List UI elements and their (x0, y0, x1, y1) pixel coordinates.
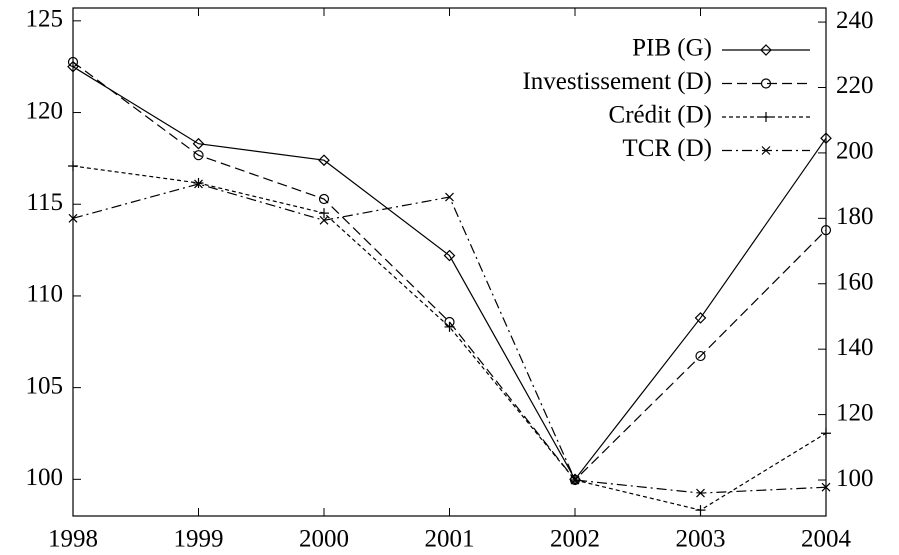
marker (695, 505, 706, 516)
legend-label: PIB (G) (632, 35, 712, 62)
marker (761, 112, 771, 122)
marker (68, 160, 78, 171)
y-tick-label: 120 (26, 97, 64, 124)
marker (67, 56, 79, 68)
marker (318, 154, 330, 167)
marker (694, 312, 707, 324)
y-tick-label: 105 (26, 372, 64, 399)
marker (821, 428, 831, 439)
marker (443, 249, 456, 262)
x-tick-label: 2001 (425, 526, 475, 553)
y2-tick-label: 140 (836, 334, 874, 361)
marker (820, 132, 832, 145)
marker (193, 178, 204, 189)
plot-frame (72, 7, 827, 517)
y-tick-label: 125 (26, 6, 64, 33)
x-tick-label: 1998 (48, 526, 98, 553)
y2-tick-label: 180 (836, 203, 874, 230)
marker (445, 192, 454, 202)
series-line (72, 61, 827, 481)
x-tick-label: 2004 (801, 526, 852, 553)
marker (570, 475, 580, 485)
marker (444, 321, 455, 332)
marker (193, 150, 204, 161)
legend-label: Investissement (D) (522, 68, 712, 95)
marker (319, 215, 329, 225)
y2-tick-label: 240 (836, 7, 874, 34)
series-line (72, 183, 827, 494)
marker (695, 350, 706, 362)
marker (820, 225, 832, 236)
x-tick-label: 2003 (676, 526, 726, 553)
legend-label: TCR (D) (622, 135, 712, 162)
marker (319, 208, 329, 219)
marker (192, 137, 205, 150)
y-tick-label: 100 (26, 464, 64, 491)
marker (696, 488, 705, 498)
legend-label: Crédit (D) (609, 102, 712, 129)
marker (761, 146, 771, 155)
marker (318, 193, 330, 205)
marker (760, 44, 772, 56)
marker (68, 213, 78, 223)
marker (194, 179, 203, 189)
marker (760, 78, 772, 89)
series-line (72, 165, 827, 511)
marker (821, 482, 831, 492)
series-line (72, 66, 827, 481)
y-tick-label: 110 (26, 281, 63, 308)
y2-tick-label: 120 (836, 399, 874, 426)
y2-tick-label: 200 (836, 138, 874, 165)
y2-tick-label: 160 (836, 268, 874, 295)
y2-tick-label: 100 (836, 465, 874, 492)
x-tick-label: 1999 (174, 526, 224, 553)
y2-tick-label: 220 (836, 72, 874, 99)
x-tick-label: 2000 (299, 526, 349, 553)
x-tick-label: 2002 (550, 526, 600, 553)
y-tick-label: 115 (26, 189, 63, 216)
